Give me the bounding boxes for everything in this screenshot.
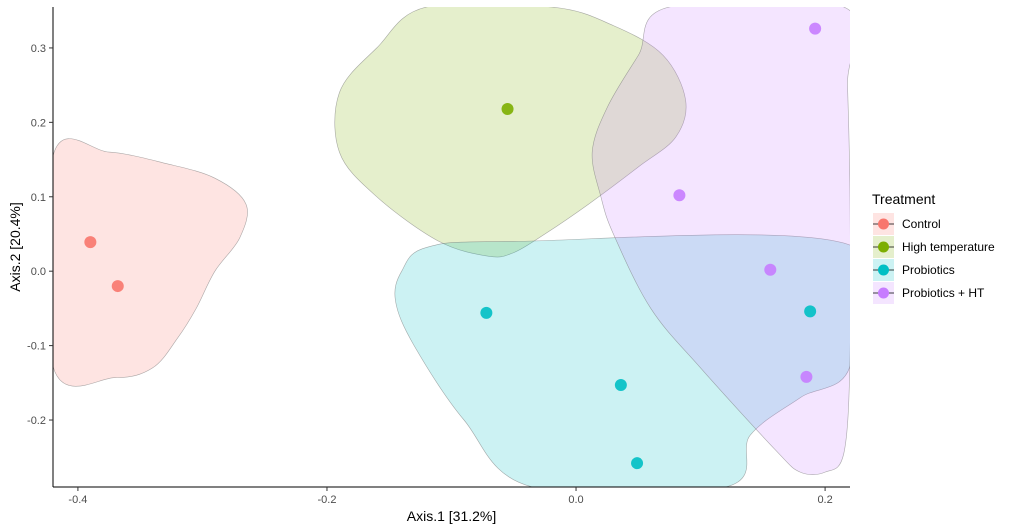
y-tick-label-2: -0.1 [27, 341, 46, 353]
point-probiotics-ht-3 [764, 263, 777, 276]
point-control-2 [111, 280, 124, 293]
point-probiotics-ht-4 [800, 370, 813, 383]
point-probiotics-4 [804, 305, 817, 318]
x-axis-title: Axis.1 [31.2%] [407, 508, 497, 524]
y-tick-label-6: 0.3 [31, 43, 46, 55]
legend-label-control: Control [902, 217, 941, 231]
hull-high-temperature [334, 7, 687, 258]
hull-layer [53, 7, 850, 487]
hull-control [53, 138, 248, 387]
point-probiotics-2 [614, 379, 627, 392]
x-tick-label-2: -0.2 [317, 494, 336, 506]
legend-key-point-high-temperature [878, 241, 889, 253]
legend-key-point-control [878, 218, 889, 230]
y-tick-label-4: 0.1 [31, 192, 46, 204]
point-layer [84, 22, 822, 470]
point-probiotics-ht-1 [809, 22, 822, 35]
y-tick-label-5: 0.2 [31, 117, 46, 129]
point-probiotics-ht-2 [673, 189, 686, 202]
legend-key-point-probiotics [878, 264, 889, 276]
legend-label-probiotics-ht: Probiotics + HT [902, 286, 985, 300]
hull-probiotics-ht [591, 7, 850, 475]
x-tick-label-1: -0.4 [68, 494, 87, 506]
legend-label-probiotics: Probiotics [902, 263, 955, 277]
y-axis-title: Axis.2 [20.4%] [7, 202, 23, 292]
point-probiotics-1 [480, 306, 493, 319]
legend-key-point-probiotics-ht [878, 287, 889, 299]
axes: -0.4 -0.2 0.0 0.2 -0.2 -0.1 0.0 0.1 0.2 0.3 [27, 7, 850, 506]
x-tick-label-3: 0.0 [568, 494, 583, 506]
x-tick-label-4: 0.2 [817, 494, 832, 506]
point-high-temperature-1 [501, 102, 514, 115]
legend-label-high-temperature: High temperature [902, 240, 995, 254]
point-control-1 [84, 236, 97, 249]
legend: Treatment Control High temperature Probiot… [872, 191, 995, 304]
y-tick-label-1: -0.2 [27, 415, 46, 427]
legend-title: Treatment [872, 191, 935, 207]
hull-probiotics [394, 234, 850, 487]
point-probiotics-3 [631, 457, 644, 470]
y-tick-label-3: 0.0 [31, 266, 46, 278]
